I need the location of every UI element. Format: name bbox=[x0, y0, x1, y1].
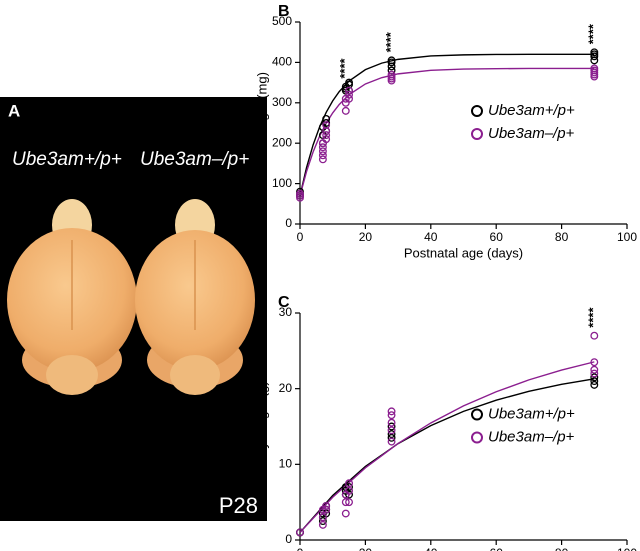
y-tick-label: 0 bbox=[285, 532, 292, 546]
data-point bbox=[590, 64, 599, 73]
data-point bbox=[296, 528, 304, 537]
x-tick-label: 40 bbox=[424, 546, 438, 551]
x-tick-label: 20 bbox=[359, 230, 373, 244]
data-point bbox=[590, 369, 599, 378]
x-tick-label: 60 bbox=[490, 230, 504, 244]
data-point bbox=[590, 48, 599, 57]
chart: C0102030020406080100Postnatal age (days)… bbox=[254, 294, 637, 551]
data-point bbox=[318, 147, 327, 156]
y-tick-label: 200 bbox=[272, 135, 292, 149]
x-tick-label: 100 bbox=[617, 230, 637, 244]
data-point bbox=[345, 490, 353, 499]
fit-curve bbox=[299, 67, 595, 196]
panel-letter: A bbox=[8, 101, 20, 120]
age-label: P28 bbox=[219, 493, 258, 518]
data-point bbox=[387, 426, 396, 435]
data-point bbox=[387, 437, 396, 446]
data-point bbox=[345, 86, 353, 95]
data-point bbox=[318, 517, 327, 526]
x-tick-label: 40 bbox=[424, 230, 438, 244]
x-axis-label: Postnatal age (days) bbox=[404, 245, 523, 260]
data-point bbox=[345, 486, 353, 495]
chart: B 0 100 200 300 400 500 0 20 40 60 80 100 Postnatal a… bbox=[254, 3, 637, 260]
data-point bbox=[322, 121, 331, 129]
data-point bbox=[345, 94, 353, 103]
data-point bbox=[345, 479, 353, 488]
data-point bbox=[322, 131, 331, 140]
fit-curve bbox=[299, 378, 595, 533]
data-point bbox=[387, 407, 396, 416]
significance-marker: **** bbox=[383, 31, 398, 52]
panel-a: A Ube3am+/p+ Ube3am–/p+ P28 bbox=[0, 97, 267, 521]
data-point bbox=[296, 193, 304, 202]
genotype-label: Ube3am–/p+ bbox=[140, 149, 249, 170]
y-tick-label: 400 bbox=[272, 55, 292, 69]
y-tick-label: 30 bbox=[279, 305, 293, 319]
panel-letter: C bbox=[278, 294, 290, 311]
data-point bbox=[590, 377, 599, 386]
fit-curve bbox=[299, 53, 595, 196]
y-tick-label: 0 bbox=[285, 216, 292, 230]
fit-curve bbox=[299, 361, 595, 533]
data-point bbox=[296, 189, 304, 198]
data-point bbox=[318, 513, 327, 522]
significance-marker: **** bbox=[586, 307, 601, 328]
data-point bbox=[590, 373, 599, 382]
x-tick-label: 60 bbox=[490, 546, 504, 551]
data-point bbox=[318, 520, 327, 529]
panel-letter: B bbox=[278, 3, 290, 20]
data-point bbox=[318, 155, 327, 164]
data-point bbox=[590, 380, 599, 389]
data-point bbox=[387, 56, 396, 65]
y-tick-label: 100 bbox=[272, 176, 292, 190]
data-point bbox=[318, 151, 327, 160]
y-tick-label: 20 bbox=[279, 381, 293, 395]
x-tick-label: 80 bbox=[555, 546, 569, 551]
data-point bbox=[387, 70, 396, 79]
y-tick-label: 300 bbox=[272, 95, 292, 109]
significance-marker: **** bbox=[337, 57, 352, 78]
x-tick-label: 20 bbox=[359, 546, 373, 551]
y-axis-label: Brain weight (mg) bbox=[254, 72, 269, 174]
data-point bbox=[387, 411, 396, 420]
x-tick-label: 0 bbox=[297, 546, 304, 551]
data-point bbox=[341, 498, 350, 507]
legend-marker bbox=[471, 105, 483, 117]
data-point bbox=[318, 143, 327, 152]
data-point bbox=[590, 365, 599, 374]
legend-marker bbox=[471, 128, 483, 140]
x-tick-label: 80 bbox=[555, 230, 569, 244]
significance-marker: **** bbox=[586, 23, 601, 44]
legend-label: Ube3am+/p+ bbox=[488, 102, 575, 119]
data-point bbox=[345, 498, 353, 507]
data-point bbox=[322, 505, 331, 514]
data-point bbox=[345, 90, 353, 99]
y-axis-label: Body weight (g) bbox=[254, 381, 269, 471]
genotype-label: Ube3am+/p+ bbox=[12, 149, 122, 170]
data-point bbox=[387, 422, 396, 431]
data-point bbox=[345, 78, 353, 87]
x-tick-label: 0 bbox=[297, 230, 304, 244]
data-point bbox=[387, 433, 396, 442]
legend-label: Ube3am–/p+ bbox=[488, 428, 575, 445]
legend-marker bbox=[471, 431, 483, 444]
data-point bbox=[341, 106, 350, 115]
data-point bbox=[341, 509, 350, 518]
brain-right bbox=[135, 199, 255, 395]
data-point bbox=[345, 483, 353, 491]
legend-label: Ube3am–/p+ bbox=[488, 125, 575, 142]
y-tick-label: 500 bbox=[272, 14, 292, 28]
legend-label: Ube3am+/p+ bbox=[488, 405, 575, 422]
x-tick-label: 100 bbox=[617, 546, 637, 551]
y-tick-label: 10 bbox=[279, 457, 293, 471]
legend-marker bbox=[471, 408, 483, 421]
brain-left bbox=[7, 199, 137, 395]
data-point bbox=[387, 430, 396, 439]
data-point bbox=[590, 331, 599, 340]
data-point bbox=[590, 358, 599, 367]
data-point bbox=[387, 418, 396, 427]
data-point bbox=[322, 135, 331, 144]
data-point bbox=[322, 502, 331, 510]
